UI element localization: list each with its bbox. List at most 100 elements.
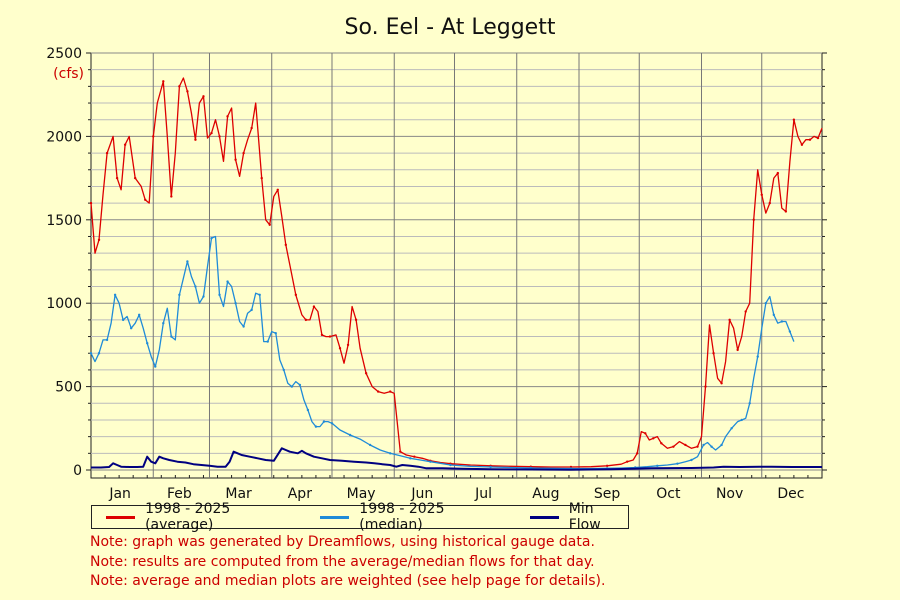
series-point xyxy=(704,385,707,388)
series-point xyxy=(399,450,402,453)
series-point xyxy=(330,422,334,425)
series-point xyxy=(113,293,117,297)
series-point xyxy=(792,118,796,121)
series-point xyxy=(768,201,771,205)
series-point xyxy=(672,445,675,448)
series-point xyxy=(306,408,310,412)
series-point xyxy=(294,293,298,297)
series-point xyxy=(154,365,157,368)
legend-item-median: 1998 - 2025 (median) xyxy=(320,501,508,533)
legend-swatch-min-flow xyxy=(529,515,559,519)
series-point xyxy=(389,452,392,455)
legend: 1998 - 2025 (average) 1998 - 2025 (media… xyxy=(91,501,629,533)
series-point xyxy=(97,238,101,242)
series-point xyxy=(144,198,147,201)
series-point xyxy=(720,443,723,447)
series-point xyxy=(368,443,372,447)
y-tick-label: 500 xyxy=(55,380,82,396)
series-point xyxy=(728,318,731,322)
x-tick-label: Jun xyxy=(410,486,433,502)
series-point xyxy=(389,390,392,393)
series-layer xyxy=(89,77,823,471)
series-point xyxy=(328,335,332,338)
note-line: Note: average and median plots are weigh… xyxy=(90,573,606,589)
series-point xyxy=(178,85,181,88)
series-line xyxy=(91,447,822,471)
series-point xyxy=(210,131,213,135)
series-point xyxy=(346,343,350,347)
series-point xyxy=(146,342,149,345)
legend-item-average: 1998 - 2025 (average) xyxy=(106,501,298,533)
series-point xyxy=(744,310,747,313)
series-point xyxy=(364,372,368,375)
series-point xyxy=(756,355,759,358)
x-tick-label: Sep xyxy=(594,486,621,502)
series-point xyxy=(194,138,197,141)
series-point xyxy=(808,138,812,141)
series-point xyxy=(210,236,213,240)
y-tick-label: 2500 xyxy=(46,46,82,62)
series-point xyxy=(690,458,693,462)
series-point xyxy=(226,280,229,283)
series-point xyxy=(322,420,326,423)
series-point xyxy=(788,330,792,333)
series-point xyxy=(137,313,141,317)
series-point xyxy=(748,402,751,405)
series-point xyxy=(89,201,93,205)
series-point xyxy=(712,352,715,355)
x-tick-label: Nov xyxy=(716,486,743,502)
series-point xyxy=(260,176,263,180)
series-point xyxy=(409,457,412,460)
legend-swatch-average xyxy=(106,515,136,519)
series-point xyxy=(298,383,302,387)
series-point xyxy=(312,305,316,308)
series-point xyxy=(784,210,788,213)
series-point xyxy=(740,418,743,422)
legend-label-average: 1998 - 2025 (average) xyxy=(145,501,231,533)
series-point xyxy=(276,188,279,191)
series-point xyxy=(266,340,269,343)
series-point xyxy=(720,382,723,385)
notes: Note: graph was generated by Dreamflows,… xyxy=(90,533,605,592)
series-point xyxy=(338,347,342,350)
x-tick-label: Oct xyxy=(656,486,681,502)
series-line xyxy=(90,235,795,470)
series-point xyxy=(194,285,197,288)
plot-area xyxy=(90,52,823,479)
series-point xyxy=(250,126,253,130)
x-tick-label: Feb xyxy=(167,486,192,502)
legend-label-median: 1998 - 2025 (median) xyxy=(359,501,445,533)
series-point xyxy=(170,335,173,338)
series-point xyxy=(218,293,221,297)
x-tick-label: Mar xyxy=(225,486,252,502)
series-point xyxy=(348,433,352,437)
series-point xyxy=(676,462,679,465)
series-point xyxy=(800,143,804,146)
series-point xyxy=(429,460,432,463)
note-line: Note: results are computed from the aver… xyxy=(90,553,595,570)
series-point xyxy=(105,151,109,155)
series-point xyxy=(644,432,647,435)
series-point xyxy=(152,135,155,138)
series-point xyxy=(178,293,181,297)
series-point xyxy=(696,445,699,448)
y-tick-label: 0 xyxy=(73,463,82,479)
x-tick-label: Jan xyxy=(108,486,131,502)
x-tick-label: May xyxy=(347,486,376,502)
series-point xyxy=(105,338,109,342)
chart-title: So. Eel - At Leggett xyxy=(345,15,556,40)
series-point xyxy=(684,443,687,447)
series-point xyxy=(752,218,755,221)
series-point xyxy=(816,136,820,140)
series-point xyxy=(268,223,271,227)
series-point xyxy=(772,313,776,317)
series-point xyxy=(626,460,629,463)
x-tick-label: Apr xyxy=(288,486,312,502)
series-point xyxy=(354,318,358,322)
x-tick-label: Dec xyxy=(777,486,804,502)
series-point xyxy=(760,193,763,196)
series-point xyxy=(234,302,237,305)
series-point xyxy=(413,455,416,458)
series-point xyxy=(186,260,189,263)
series-point xyxy=(242,325,245,328)
